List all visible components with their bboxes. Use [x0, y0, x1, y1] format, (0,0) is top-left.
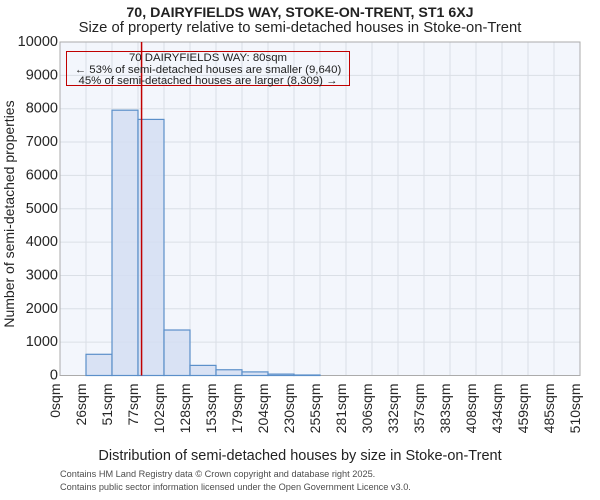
- svg-text:179sqm: 179sqm: [229, 384, 245, 434]
- svg-text:7000: 7000: [26, 134, 58, 150]
- svg-text:255sqm: 255sqm: [307, 384, 323, 434]
- svg-text:51sqm: 51sqm: [99, 384, 115, 426]
- svg-text:230sqm: 230sqm: [281, 384, 297, 434]
- svg-text:408sqm: 408sqm: [463, 384, 479, 434]
- svg-text:1000: 1000: [26, 334, 58, 350]
- svg-text:5000: 5000: [26, 201, 58, 217]
- svg-text:383sqm: 383sqm: [437, 384, 453, 434]
- svg-text:204sqm: 204sqm: [255, 384, 271, 434]
- svg-text:102sqm: 102sqm: [151, 384, 167, 434]
- svg-text:4000: 4000: [26, 234, 58, 250]
- svg-text:153sqm: 153sqm: [203, 384, 219, 434]
- svg-text:281sqm: 281sqm: [333, 384, 349, 434]
- svg-text:434sqm: 434sqm: [489, 384, 505, 434]
- svg-text:2000: 2000: [26, 301, 58, 317]
- svg-text:77sqm: 77sqm: [125, 384, 141, 426]
- svg-text:332sqm: 332sqm: [385, 384, 401, 434]
- svg-text:10000: 10000: [18, 34, 58, 50]
- svg-text:128sqm: 128sqm: [177, 384, 193, 434]
- svg-text:510sqm: 510sqm: [567, 384, 583, 434]
- svg-text:485sqm: 485sqm: [541, 384, 557, 434]
- svg-text:6000: 6000: [26, 167, 58, 183]
- svg-text:9000: 9000: [26, 67, 58, 83]
- svg-text:306sqm: 306sqm: [359, 384, 375, 434]
- svg-text:26sqm: 26sqm: [73, 384, 89, 426]
- svg-text:459sqm: 459sqm: [515, 384, 531, 434]
- svg-text:3000: 3000: [26, 267, 58, 283]
- svg-text:0: 0: [50, 368, 58, 384]
- svg-text:357sqm: 357sqm: [411, 384, 427, 434]
- svg-text:8000: 8000: [26, 101, 58, 117]
- svg-text:0sqm: 0sqm: [47, 384, 63, 418]
